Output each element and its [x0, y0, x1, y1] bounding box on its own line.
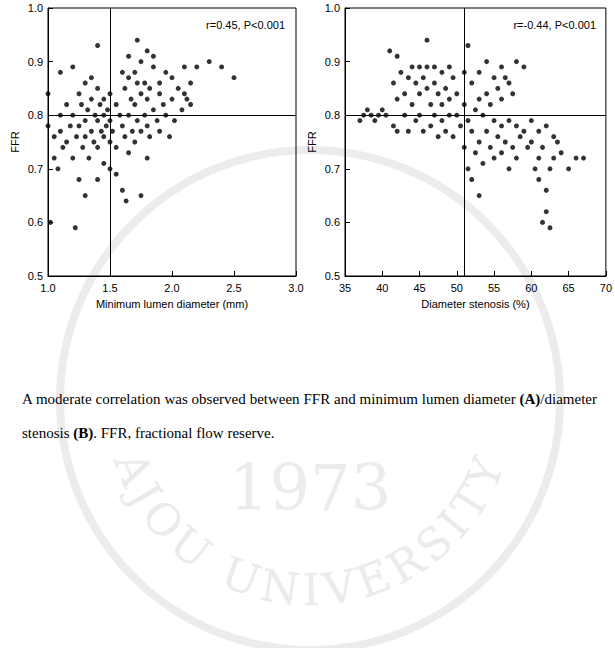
svg-text:1.0: 1.0: [325, 2, 340, 14]
svg-text:0.8: 0.8: [28, 109, 43, 121]
svg-text:45: 45: [413, 282, 425, 294]
svg-text:60: 60: [525, 282, 537, 294]
svg-text:2.5: 2.5: [226, 282, 241, 294]
svg-text:r=-0.44, P<0.001: r=-0.44, P<0.001: [513, 19, 596, 31]
svg-text:65: 65: [562, 282, 574, 294]
svg-text:0.9: 0.9: [28, 56, 43, 68]
svg-text:0.6: 0.6: [28, 216, 43, 228]
svg-text:FFR: FFR: [9, 131, 21, 152]
svg-text:r=0.45, P<0.001: r=0.45, P<0.001: [206, 19, 285, 31]
svg-text:0.9: 0.9: [325, 56, 340, 68]
svg-text:1.5: 1.5: [102, 282, 117, 294]
svg-text:35: 35: [339, 282, 351, 294]
svg-text:50: 50: [451, 282, 463, 294]
svg-text:FFR: FFR: [306, 131, 318, 152]
svg-text:1.0: 1.0: [40, 282, 55, 294]
svg-text:AJOU UNIVERSITY: AJOU UNIVERSITY: [103, 444, 516, 616]
svg-text:0.6: 0.6: [325, 216, 340, 228]
svg-text:0.7: 0.7: [325, 163, 340, 175]
svg-text:3.0: 3.0: [288, 282, 303, 294]
svg-text:0.5: 0.5: [325, 270, 340, 282]
html-text:A moderate correlation was obs: A moderate correlation was observed betw…: [22, 391, 597, 441]
svg-text:Minimum lumen diameter (mm): Minimum lumen diameter (mm): [96, 298, 248, 310]
svg-text:1.0: 1.0: [28, 2, 43, 14]
svg-text:1973: 1973: [229, 451, 392, 525]
svg-text:0.8: 0.8: [325, 109, 340, 121]
svg-text:Diameter stenosis (%): Diameter stenosis (%): [421, 298, 529, 310]
svg-text:0.7: 0.7: [28, 163, 43, 175]
svg-text:70: 70: [600, 282, 612, 294]
svg-text:40: 40: [376, 282, 388, 294]
svg-text:2.0: 2.0: [164, 282, 179, 294]
svg-text:55: 55: [488, 282, 500, 294]
svg-text:0.5: 0.5: [28, 270, 43, 282]
